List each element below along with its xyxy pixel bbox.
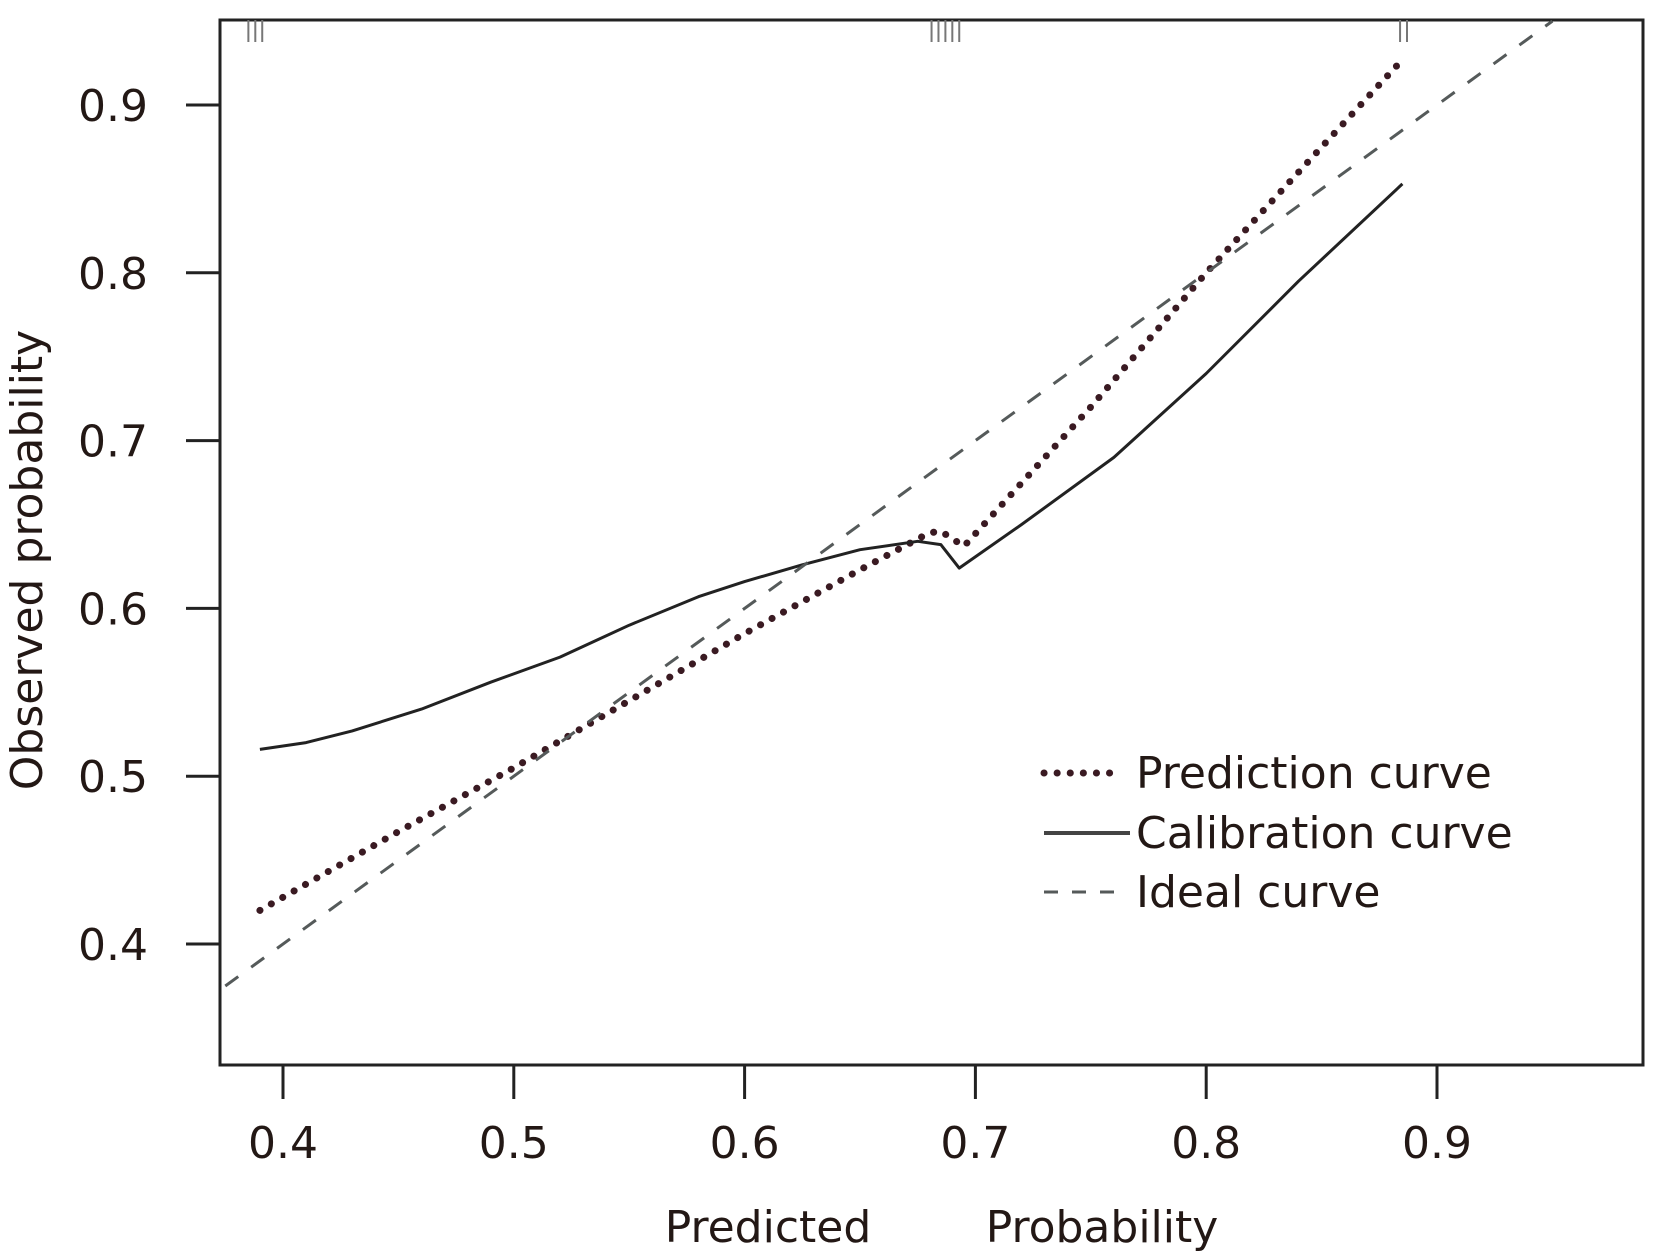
legend-label-ideal: Ideal curve bbox=[1136, 867, 1380, 918]
legend-label-calibration: Calibration curve bbox=[1136, 808, 1513, 859]
x-tick-label: 0.4 bbox=[248, 1118, 318, 1169]
y-tick-label: 0.9 bbox=[78, 81, 148, 132]
x-tick-label: 0.5 bbox=[479, 1118, 549, 1169]
series-layer bbox=[224, 20, 1554, 988]
y-axis: 0.4 0.5 0.6 0.7 0.8 0.9 bbox=[78, 81, 220, 971]
x-tick-label: 0.6 bbox=[710, 1118, 780, 1169]
series-calibration-curve bbox=[259, 182, 1404, 751]
y-tick-label: 0.4 bbox=[78, 920, 148, 971]
x-tick-label: 0.8 bbox=[1171, 1118, 1241, 1169]
y-tick-label: 0.7 bbox=[78, 417, 148, 468]
y-tick-label: 0.8 bbox=[78, 249, 148, 300]
x-tick-label: 0.7 bbox=[940, 1118, 1010, 1169]
y-tick-label: 0.5 bbox=[78, 752, 148, 803]
legend: Prediction curve Calibration curve Ideal… bbox=[1040, 748, 1513, 918]
y-tick-label: 0.6 bbox=[78, 584, 148, 635]
x-axis-title-probability: Probability bbox=[986, 1202, 1219, 1253]
series-prediction-curve bbox=[256, 56, 1406, 914]
x-axis-title-predicted: Predicted bbox=[665, 1202, 872, 1253]
y-axis-title: Observed probability bbox=[2, 330, 53, 790]
x-axis: 0.4 0.5 0.6 0.7 0.8 0.9 bbox=[248, 1065, 1472, 1169]
x-tick-label: 0.9 bbox=[1402, 1118, 1472, 1169]
legend-label-prediction: Prediction curve bbox=[1136, 748, 1492, 799]
rug-marks bbox=[247, 20, 1408, 42]
